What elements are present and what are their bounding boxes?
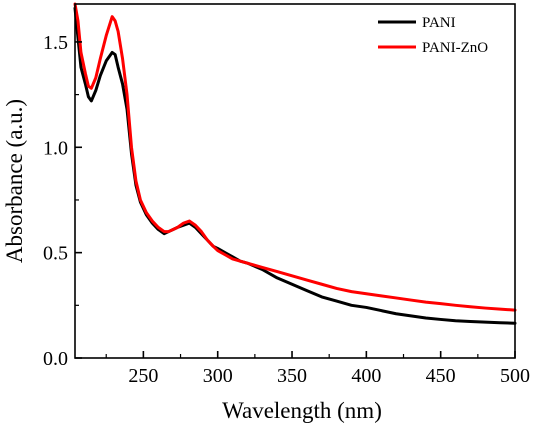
x-tick-label: 400 <box>351 365 381 387</box>
y-tick-label: 1.0 <box>43 137 68 159</box>
x-tick-label: 300 <box>203 365 233 387</box>
y-tick-label: 1.5 <box>43 32 68 54</box>
x-tick-label: 500 <box>500 365 530 387</box>
plot-lines <box>73 2 517 325</box>
series-line-pani-zno <box>73 2 517 312</box>
plot-frame <box>74 3 516 359</box>
legend: PANI PANI-ZnO <box>378 15 488 56</box>
y-axis: 0.0 0.5 1.0 1.5 <box>43 32 82 370</box>
y-axis-title: Absorbance (a.u.) <box>2 99 27 263</box>
x-tick-label: 350 <box>277 365 307 387</box>
x-axis: 250 300 350 400 450 500 <box>105 351 530 387</box>
x-axis-title: Wavelength (nm) <box>222 398 382 423</box>
y-tick-label: 0.0 <box>43 348 68 370</box>
legend-label-pani-zno: PANI-ZnO <box>422 40 488 56</box>
x-tick-label: 450 <box>426 365 456 387</box>
x-tick-label: 250 <box>128 365 158 387</box>
legend-label-pani: PANI <box>422 15 456 31</box>
y-tick-label: 0.5 <box>43 243 68 265</box>
